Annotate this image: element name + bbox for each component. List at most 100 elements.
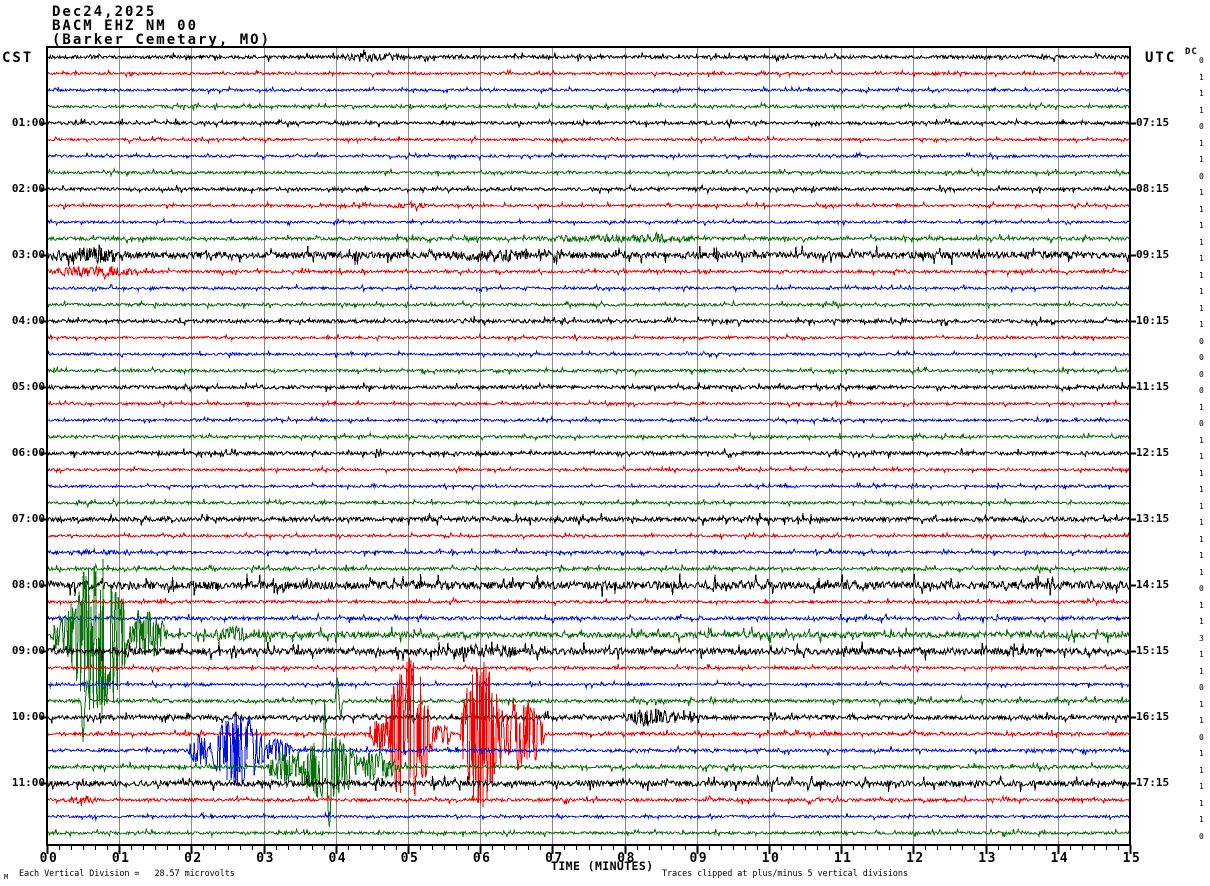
- helicorder-plot: [0, 0, 1210, 886]
- dc-value: 0: [1199, 122, 1204, 131]
- dc-value: 1: [1199, 749, 1204, 758]
- cst-label: 07:00: [0, 512, 45, 525]
- trace-row-29-red: [47, 532, 1129, 539]
- x-tick-label: 09: [683, 851, 715, 866]
- dc-value: 1: [1199, 485, 1204, 494]
- trace-row-2-blue: [47, 87, 1129, 94]
- dc-value: 1: [1199, 320, 1204, 329]
- dc-value: 0: [1199, 832, 1204, 841]
- cst-label: 10:00: [0, 710, 45, 723]
- dc-value: 0: [1199, 56, 1204, 65]
- trace-row-15-green: [47, 301, 1129, 309]
- cst-label: 08:00: [0, 578, 45, 591]
- dc-value: 0: [1199, 337, 1204, 346]
- dc-value: 1: [1199, 601, 1204, 610]
- trace-row-34-blue: [47, 613, 1129, 623]
- x-tick-label: 05: [394, 851, 426, 866]
- trace-row-33-red: [47, 598, 1129, 606]
- trace-row-39-green: [47, 678, 1129, 742]
- dc-value: 1: [1199, 403, 1204, 412]
- dc-value: 0: [1199, 386, 1204, 395]
- dc-value: 3: [1199, 634, 1204, 643]
- dc-value: 1: [1199, 205, 1204, 214]
- trace-row-27-green: [47, 499, 1129, 507]
- dc-value: 1: [1199, 452, 1204, 461]
- utc-label: 10:15: [1136, 314, 1169, 327]
- dc-value: 0: [1199, 353, 1204, 362]
- dc-value: 1: [1199, 139, 1204, 148]
- x-tick-label: 06: [466, 851, 498, 866]
- utc-label: 09:15: [1136, 248, 1169, 261]
- dc-value: 1: [1199, 700, 1204, 709]
- trace-row-35-green: [47, 559, 1129, 714]
- trace-row-12-black: [47, 245, 1129, 267]
- x-tick-label: 14: [1044, 851, 1076, 866]
- dc-value: 0: [1199, 172, 1204, 181]
- utc-label: 17:15: [1136, 776, 1169, 789]
- trace-row-20-black: [47, 382, 1129, 392]
- x-tick-label: 03: [250, 851, 282, 866]
- cst-label: 01:00: [0, 116, 45, 129]
- x-tick-label: 13: [972, 851, 1004, 866]
- dc-value: 1: [1199, 73, 1204, 82]
- trace-row-45-red: [47, 796, 1129, 806]
- trace-row-38-blue: [47, 681, 1129, 688]
- trace-row-28-black: [47, 513, 1129, 526]
- trace-row-24-black: [47, 448, 1129, 458]
- dc-value: 1: [1199, 551, 1204, 560]
- dc-value: 1: [1199, 716, 1204, 725]
- trace-row-0-black: [47, 50, 1129, 62]
- cst-label: 03:00: [0, 248, 45, 261]
- trace-row-17-red: [47, 334, 1129, 341]
- dc-value: 1: [1199, 782, 1204, 791]
- dc-value: 1: [1199, 469, 1204, 478]
- trace-row-18-blue: [47, 351, 1129, 358]
- scale-note: Each Vertical Division = 28.57 microvolt…: [19, 869, 235, 879]
- dc-value: 1: [1199, 271, 1204, 280]
- x-tick-label: 15: [1116, 851, 1148, 866]
- plot-border: [47, 47, 1130, 845]
- trace-row-44-black: [47, 775, 1129, 792]
- dc-value: 1: [1199, 617, 1204, 626]
- x-tick-label: 11: [827, 851, 859, 866]
- trace-row-3-green: [47, 103, 1129, 111]
- clip-note: Traces clipped at plus/minus 5 vertical …: [662, 869, 908, 879]
- dc-value: 1: [1199, 106, 1204, 115]
- dc-value: 1: [1199, 650, 1204, 659]
- dc-value: 1: [1199, 535, 1204, 544]
- x-tick-label: 00: [33, 851, 65, 866]
- dc-value: 0: [1199, 584, 1204, 593]
- utc-label: 11:15: [1136, 380, 1169, 393]
- trace-row-23-green: [47, 433, 1129, 441]
- cst-label: 04:00: [0, 314, 45, 327]
- trace-row-4-black: [47, 119, 1129, 128]
- trace-row-47-green: [47, 829, 1129, 837]
- dc-value: 1: [1199, 667, 1204, 676]
- trace-row-46-blue: [47, 813, 1129, 820]
- trace-row-16-black: [47, 316, 1129, 326]
- cst-label: 09:00: [0, 644, 45, 657]
- trace-row-37-red: [47, 664, 1129, 672]
- dc-value: 1: [1199, 221, 1204, 230]
- dc-value: 1: [1199, 254, 1204, 263]
- utc-label: 14:15: [1136, 578, 1169, 591]
- dc-value: 0: [1199, 733, 1204, 742]
- dc-value: 1: [1199, 799, 1204, 808]
- trace-row-26-blue: [47, 483, 1129, 490]
- dc-value: 1: [1199, 568, 1204, 577]
- cst-label: 06:00: [0, 446, 45, 459]
- trace-row-10-blue: [47, 219, 1129, 226]
- utc-label: 15:15: [1136, 644, 1169, 657]
- dc-value: 0: [1199, 370, 1204, 379]
- cst-label: 02:00: [0, 182, 45, 195]
- trace-row-32-black: [47, 574, 1129, 598]
- trace-row-30-blue: [47, 548, 1129, 556]
- cst-label: 05:00: [0, 380, 45, 393]
- trace-row-42-blue: [47, 715, 1129, 785]
- trace-row-8-black: [47, 185, 1129, 194]
- dc-value: 1: [1199, 436, 1204, 445]
- webicorder-screen: Dec24,2025 BACM EHZ NM 00 (Barker Cemeta…: [0, 0, 1210, 886]
- utc-label: 13:15: [1136, 512, 1169, 525]
- dc-value: 1: [1199, 188, 1204, 197]
- dc-value: 1: [1199, 502, 1204, 511]
